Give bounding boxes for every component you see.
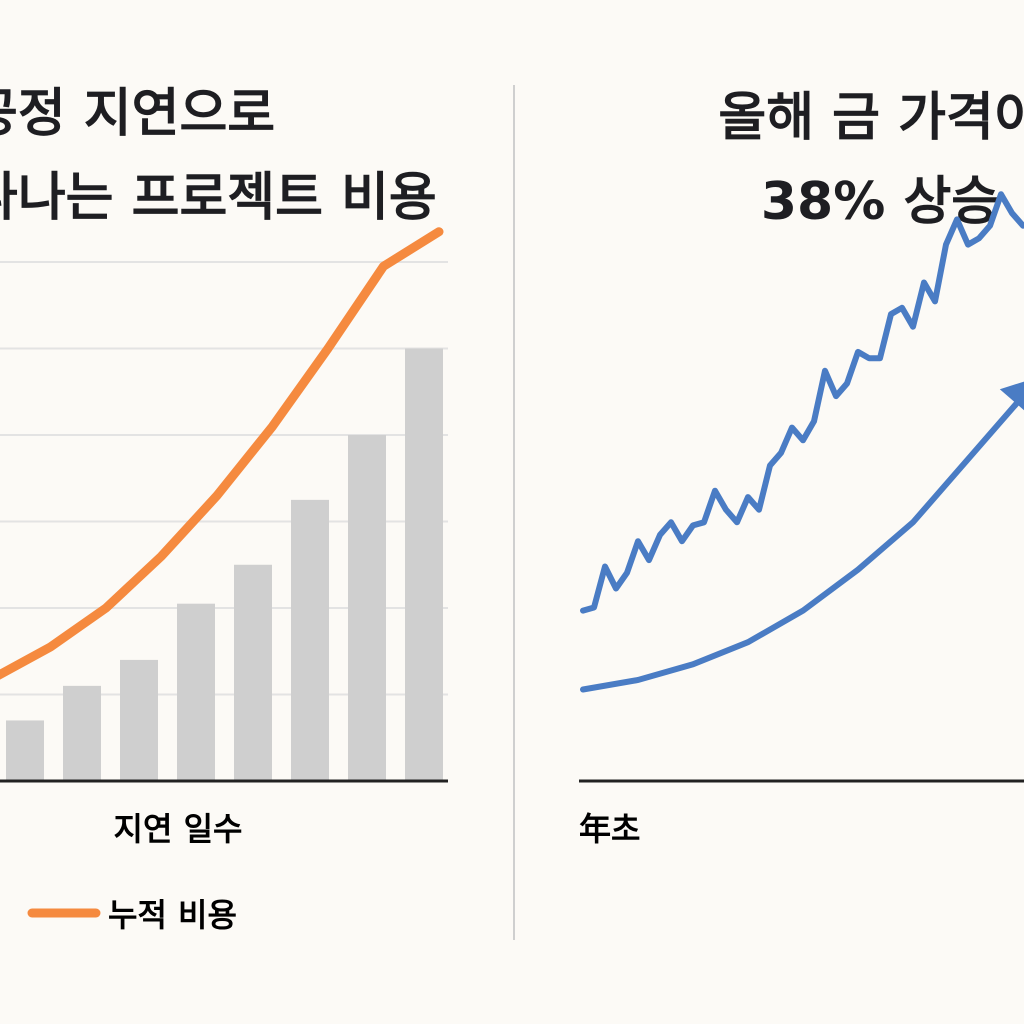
left-x-axis-label: 지연 일수 — [114, 810, 243, 848]
bar — [177, 603, 215, 781]
gold-price-line — [580, 191, 1024, 614]
bar — [291, 499, 329, 781]
bar — [120, 659, 158, 781]
left-bars — [6, 348, 443, 781]
bar — [405, 348, 443, 781]
bar — [348, 435, 386, 781]
cumulative-cost-line — [0, 227, 444, 680]
legend-label-cumulative-cost: 누적 비용 — [108, 896, 237, 934]
bar — [234, 564, 272, 781]
left-title-line-1: 공정 지연으로 — [0, 84, 276, 144]
right-title-line-1: 올해 금 가격이 — [718, 88, 1024, 148]
trend-arrow-line — [580, 393, 1024, 693]
right-x-axis-label: 年초 — [579, 810, 640, 848]
bar — [6, 720, 44, 781]
trend-arrowhead-icon — [999, 381, 1024, 411]
left-chart-title: 공정 지연으로 나나는 프로젝트 비용 — [0, 72, 437, 240]
bar — [63, 685, 101, 781]
left-title-line-2: 나나는 프로젝트 비용 — [0, 168, 437, 228]
